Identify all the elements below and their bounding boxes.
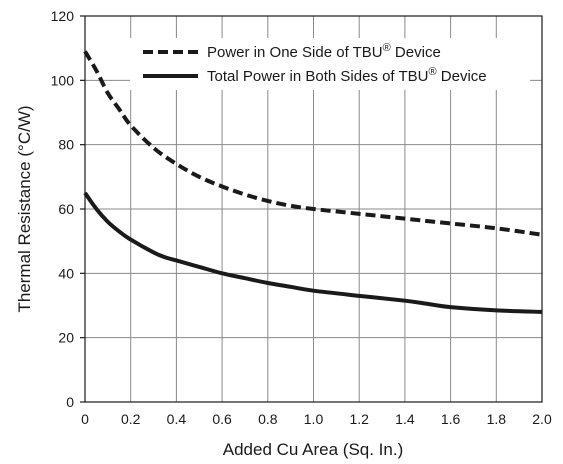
x-tick-label: 2.0 bbox=[532, 411, 552, 427]
y-axis-ticks: 0 20 40 60 80 100 120 bbox=[51, 8, 85, 410]
y-axis-label: Thermal Resistance (°C/W) bbox=[15, 105, 34, 312]
x-tick-label: 1.0 bbox=[304, 411, 324, 427]
legend-label-one-side: Power in One Side of TBU® Device bbox=[207, 42, 441, 61]
y-tick-label: 100 bbox=[51, 72, 75, 88]
y-tick-label: 60 bbox=[58, 201, 74, 217]
series-line-one-side bbox=[83, 50, 543, 237]
series-line-both-sides bbox=[83, 191, 543, 314]
x-axis-label: Added Cu Area (Sq. In.) bbox=[223, 440, 404, 459]
y-tick-label: 0 bbox=[66, 394, 74, 410]
x-tick-label: 1.6 bbox=[441, 411, 461, 427]
y-tick-label: 20 bbox=[58, 330, 74, 346]
legend-background bbox=[130, 38, 530, 90]
legend-label-both-sides: Total Power in Both Sides of TBU® Device bbox=[207, 66, 487, 85]
x-tick-label: 0 bbox=[81, 411, 89, 427]
x-tick-label: 1.8 bbox=[487, 411, 507, 427]
x-tick-label: 0.8 bbox=[258, 411, 278, 427]
x-axis-ticks: 0 0.2 0.4 0.6 0.8 1.0 1.2 1.4 1.6 1.8 2.0 bbox=[81, 411, 552, 427]
series bbox=[83, 50, 543, 314]
y-tick-label: 40 bbox=[58, 265, 74, 281]
legend: Power in One Side of TBU® Device Total P… bbox=[130, 38, 530, 90]
x-tick-label: 0.6 bbox=[212, 411, 232, 427]
x-tick-label: 0.4 bbox=[167, 411, 187, 427]
x-tick-label: 0.2 bbox=[121, 411, 141, 427]
x-tick-label: 1.4 bbox=[395, 411, 415, 427]
y-tick-label: 120 bbox=[51, 8, 75, 24]
y-tick-label: 80 bbox=[58, 137, 74, 153]
x-tick-label: 1.2 bbox=[349, 411, 369, 427]
